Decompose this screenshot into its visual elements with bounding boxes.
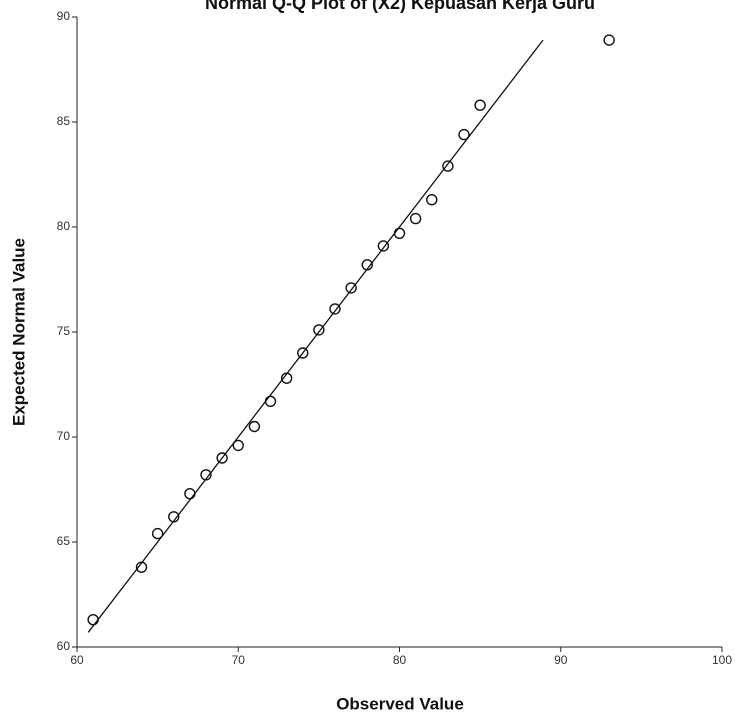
x-tick-label: 90 bbox=[554, 653, 568, 667]
point bbox=[604, 35, 614, 45]
point bbox=[314, 325, 324, 335]
y-tick-label: 75 bbox=[57, 324, 71, 338]
point bbox=[443, 161, 453, 171]
y-axis-label: Expected Normal Value bbox=[9, 238, 28, 426]
x-tick-label: 80 bbox=[393, 653, 407, 667]
y-tick-label: 80 bbox=[57, 219, 71, 233]
point bbox=[330, 304, 340, 314]
point bbox=[395, 228, 405, 238]
x-axis-label: Observed Value bbox=[336, 694, 464, 713]
point bbox=[427, 195, 437, 205]
point bbox=[459, 130, 469, 140]
point bbox=[153, 529, 163, 539]
point bbox=[475, 100, 485, 110]
point bbox=[233, 440, 243, 450]
point bbox=[185, 489, 195, 499]
page: {"chart_data": {"type": "scatter", "titl… bbox=[0, 0, 735, 717]
reference-line bbox=[88, 40, 543, 632]
point bbox=[411, 214, 421, 224]
y-tick-label: 65 bbox=[57, 534, 71, 548]
point bbox=[378, 241, 388, 251]
x-tick-label: 60 bbox=[70, 653, 84, 667]
chart: Normal Q-Q Plot of (X2) Kepuasan Kerja G… bbox=[0, 0, 735, 717]
point bbox=[249, 422, 259, 432]
y-tick-label: 85 bbox=[57, 114, 71, 128]
y-tick-label: 70 bbox=[57, 429, 71, 443]
y-tick-label: 60 bbox=[57, 639, 71, 653]
y-tick-label: 90 bbox=[57, 9, 71, 23]
point bbox=[266, 396, 276, 406]
point bbox=[346, 283, 356, 293]
x-tick-label: 100 bbox=[712, 653, 732, 667]
chart-title: Normal Q-Q Plot of (X2) Kepuasan Kerja G… bbox=[205, 0, 595, 13]
point bbox=[88, 615, 98, 625]
x-tick-label: 70 bbox=[232, 653, 246, 667]
